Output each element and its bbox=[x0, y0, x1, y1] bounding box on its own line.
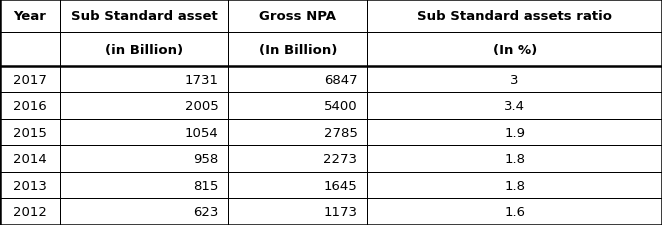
Text: 815: 815 bbox=[193, 179, 218, 192]
Text: 3.4: 3.4 bbox=[504, 100, 525, 113]
Bar bbox=[367, 199, 662, 225]
Bar bbox=[367, 33, 662, 67]
Text: Gross NPA: Gross NPA bbox=[260, 10, 336, 23]
Text: 1.6: 1.6 bbox=[504, 205, 525, 218]
Text: 2005: 2005 bbox=[185, 100, 218, 113]
Text: (In %): (In %) bbox=[493, 43, 537, 56]
Bar bbox=[228, 0, 367, 33]
Text: 3: 3 bbox=[510, 73, 519, 86]
Text: 2273: 2273 bbox=[324, 153, 357, 165]
Bar bbox=[367, 0, 662, 33]
Text: 623: 623 bbox=[193, 205, 218, 218]
Bar bbox=[0, 146, 60, 172]
Bar bbox=[0, 0, 60, 33]
Text: 1.9: 1.9 bbox=[504, 126, 525, 139]
Bar bbox=[228, 199, 367, 225]
Text: 2014: 2014 bbox=[13, 153, 46, 165]
Text: (In Billion): (In Billion) bbox=[259, 43, 337, 56]
Text: 1054: 1054 bbox=[185, 126, 218, 139]
Bar bbox=[228, 172, 367, 199]
Text: 2016: 2016 bbox=[13, 100, 46, 113]
Bar bbox=[60, 146, 228, 172]
Bar bbox=[60, 67, 228, 93]
Text: 1.8: 1.8 bbox=[504, 153, 525, 165]
Bar bbox=[0, 199, 60, 225]
Bar bbox=[60, 93, 228, 119]
Bar bbox=[0, 119, 60, 146]
Text: 1.8: 1.8 bbox=[504, 179, 525, 192]
Text: 1645: 1645 bbox=[324, 179, 357, 192]
Text: Sub Standard assets ratio: Sub Standard assets ratio bbox=[417, 10, 612, 23]
Text: (in Billion): (in Billion) bbox=[105, 43, 183, 56]
Text: 2012: 2012 bbox=[13, 205, 47, 218]
Bar bbox=[0, 93, 60, 119]
Bar bbox=[367, 146, 662, 172]
Text: 6847: 6847 bbox=[324, 73, 357, 86]
Bar bbox=[60, 119, 228, 146]
Bar bbox=[228, 67, 367, 93]
Text: 958: 958 bbox=[193, 153, 218, 165]
Bar bbox=[228, 146, 367, 172]
Bar bbox=[367, 67, 662, 93]
Text: 1173: 1173 bbox=[324, 205, 357, 218]
Bar bbox=[228, 93, 367, 119]
Bar bbox=[367, 119, 662, 146]
Text: Year: Year bbox=[13, 10, 46, 23]
Bar bbox=[228, 33, 367, 67]
Bar bbox=[0, 172, 60, 199]
Text: 2013: 2013 bbox=[13, 179, 47, 192]
Text: 2017: 2017 bbox=[13, 73, 47, 86]
Text: 2015: 2015 bbox=[13, 126, 47, 139]
Bar bbox=[0, 67, 60, 93]
Bar bbox=[60, 199, 228, 225]
Bar bbox=[367, 93, 662, 119]
Bar bbox=[0, 33, 60, 67]
Text: Sub Standard asset: Sub Standard asset bbox=[71, 10, 217, 23]
Bar bbox=[60, 33, 228, 67]
Text: 5400: 5400 bbox=[324, 100, 357, 113]
Text: 1731: 1731 bbox=[185, 73, 218, 86]
Bar bbox=[228, 119, 367, 146]
Bar bbox=[367, 172, 662, 199]
Bar bbox=[60, 0, 228, 33]
Text: 2785: 2785 bbox=[324, 126, 357, 139]
Bar bbox=[60, 172, 228, 199]
